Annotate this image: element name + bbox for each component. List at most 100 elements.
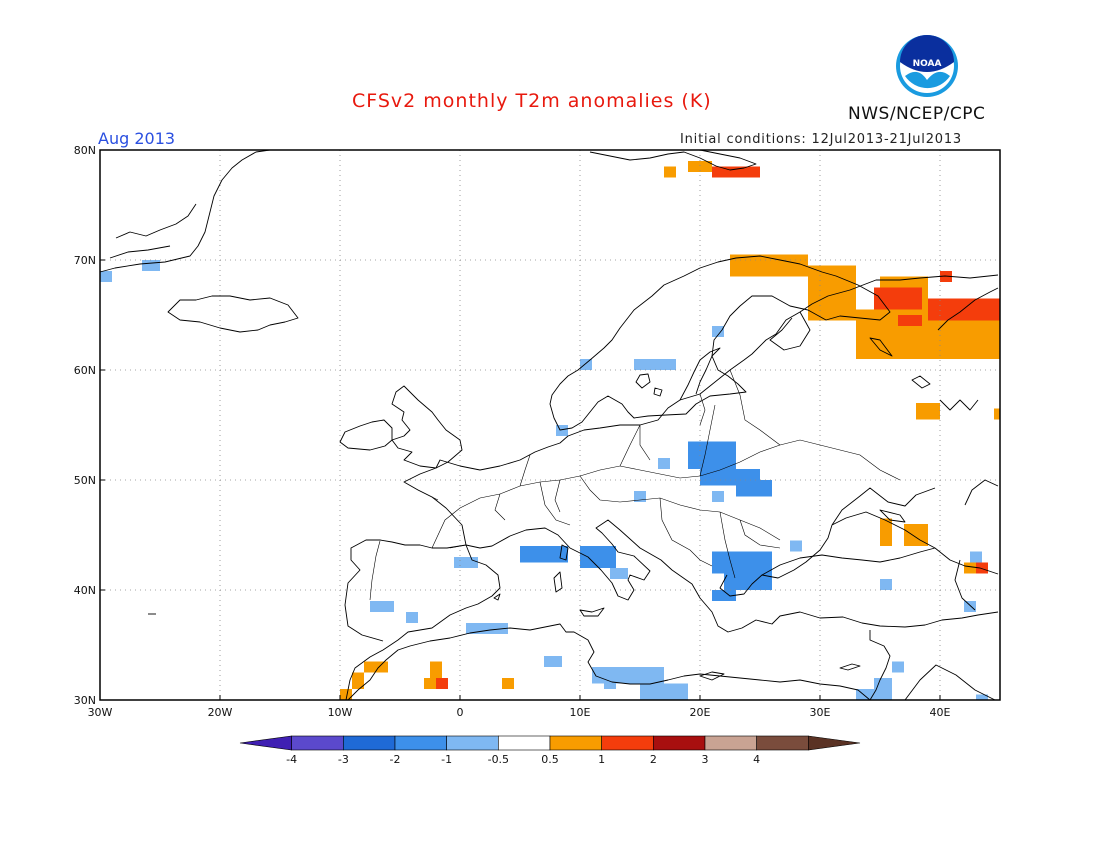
noaa-logo-text: NOAA: [913, 59, 942, 69]
anomaly-cell-1: [808, 265, 856, 321]
legend-bin-2: [343, 735, 396, 751]
anomaly-cell-30: [658, 458, 670, 469]
lat-tick-label-50N: 50N: [74, 474, 96, 487]
lon-tick-label-0: 0: [457, 706, 464, 719]
lon-tick-label-10E: 10E: [570, 706, 591, 719]
anomaly-cell-21: [424, 678, 436, 689]
legend-tick-label-9: 4: [753, 753, 760, 766]
anomaly-cell-16: [976, 562, 988, 574]
anomaly-cell-38: [580, 546, 616, 568]
lat-tick-label-60N: 60N: [74, 364, 96, 377]
anomaly-cell-44: [880, 579, 892, 590]
anomaly-cell-52: [604, 678, 616, 689]
anomaly-cells: [100, 161, 1000, 700]
coastline-ireland: [339, 419, 393, 451]
map-frame: [99, 149, 1001, 701]
anomaly-cell-49: [466, 623, 508, 634]
anomaly-cell-0: [730, 254, 808, 277]
coastline-white-sea: [769, 311, 893, 357]
anomaly-cell-54: [856, 689, 892, 700]
anomaly-cell-51: [592, 667, 664, 684]
coastlines: [99, 149, 999, 701]
anomaly-cell-29: [556, 425, 568, 436]
coastline-baltic: [635, 347, 721, 401]
lon-tick-label-10W: 10W: [328, 706, 353, 719]
coastline-scandinavia: [549, 255, 891, 431]
anomaly-cell-28: [712, 326, 724, 337]
anomaly-cell-40: [712, 551, 772, 574]
anomaly-cell-33: [736, 480, 772, 497]
lat-tick-label-80N: 80N: [74, 144, 96, 157]
anomaly-cell-15: [964, 562, 976, 574]
coastline-nw-russia: [911, 375, 979, 411]
legend-tick-label-7: 2: [650, 753, 657, 766]
anomaly-cell-41: [724, 573, 772, 590]
map-title: CFSv2 monthly T2m anomalies (K): [352, 90, 712, 112]
anomaly-cell-8: [688, 161, 712, 172]
anomaly-cell-31: [688, 441, 736, 469]
anomaly-cell-20: [430, 661, 442, 678]
lon-tick-label-30W: 30W: [88, 706, 113, 719]
legend-tick-label-6: 1: [598, 753, 605, 766]
anomaly-cell-57: [976, 694, 988, 700]
legend-tick-label-3: -1: [441, 753, 452, 766]
anomaly-cell-22: [436, 678, 448, 689]
lat-tick-label-30N: 30N: [74, 694, 96, 707]
anomaly-cell-39: [610, 568, 628, 579]
anomaly-cell-43: [790, 540, 802, 552]
coastline-black-sea: [761, 547, 936, 576]
legend-bin-0: [239, 735, 292, 751]
anomaly-cell-34: [634, 491, 646, 502]
color-legend: -4 -3 -2 -1 -0.5 0.5 1 2 3 4: [239, 735, 861, 766]
noaa-logo: NOAA: [896, 35, 958, 97]
legend-bin-11: [808, 735, 861, 751]
legend-bin-9: [704, 735, 757, 751]
anomaly-cell-55: [874, 678, 892, 689]
coastline-africa: [347, 623, 871, 701]
anomaly-cell-12: [994, 408, 1000, 420]
anomaly-cell-45: [970, 551, 982, 563]
anomaly-cell-50: [544, 656, 562, 667]
coastline-britain: [391, 385, 463, 469]
anomaly-cell-53: [640, 683, 688, 700]
coastline-levant: [869, 630, 996, 701]
lon-tick-label-30E: 30E: [810, 706, 831, 719]
anomaly-cell-27: [634, 359, 676, 370]
axis-ticks: 30W 20W 10W 0 10E 20E 30E 40E 30N 40N 50N 60N 70N 80N: [74, 144, 951, 719]
anomaly-cell-46: [964, 601, 976, 612]
anomaly-cell-6: [898, 315, 922, 326]
anomaly-cell-4: [874, 287, 922, 310]
initial-conditions-label: Initial conditions: 12Jul2013-21Jul2013: [680, 132, 963, 147]
anomaly-cell-17: [340, 689, 352, 700]
anomaly-cell-14: [904, 524, 928, 546]
legend-bin-10: [756, 735, 809, 751]
anomaly-cell-48: [406, 612, 418, 623]
legend-tick-label-5: 0.5: [541, 753, 559, 766]
legend-bin-1: [291, 735, 344, 751]
legend-tick-label-8: 3: [702, 753, 709, 766]
anomaly-cell-23: [502, 678, 514, 689]
anomaly-cell-10: [664, 166, 676, 178]
anomaly-cell-35: [712, 491, 724, 502]
legend-bin-5: [498, 735, 551, 751]
legend-bin-8: [653, 735, 706, 751]
gridlines: [100, 150, 1000, 700]
noaa-logo-top: [900, 35, 954, 72]
anomaly-cell-26: [580, 359, 592, 370]
legend-bin-3: [394, 735, 447, 751]
lat-tick-label-40N: 40N: [74, 584, 96, 597]
lat-tick-label-70N: 70N: [74, 254, 96, 267]
anomaly-cell-56: [892, 661, 904, 673]
anomaly-cell-9: [712, 166, 760, 178]
coastline-mediterranean-islands: [493, 544, 861, 681]
coastline-novaya-zemlya: [937, 287, 999, 331]
anomaly-cell-25: [142, 260, 160, 271]
lon-tick-label-40E: 40E: [930, 706, 951, 719]
noaa-logo-wave: [905, 71, 950, 89]
legend-tick-label-2: -2: [390, 753, 401, 766]
anomaly-cell-19: [364, 661, 388, 673]
anomaly-cell-37: [520, 546, 568, 563]
coastline-europe: [344, 274, 999, 701]
legend-bin-7: [601, 735, 654, 751]
